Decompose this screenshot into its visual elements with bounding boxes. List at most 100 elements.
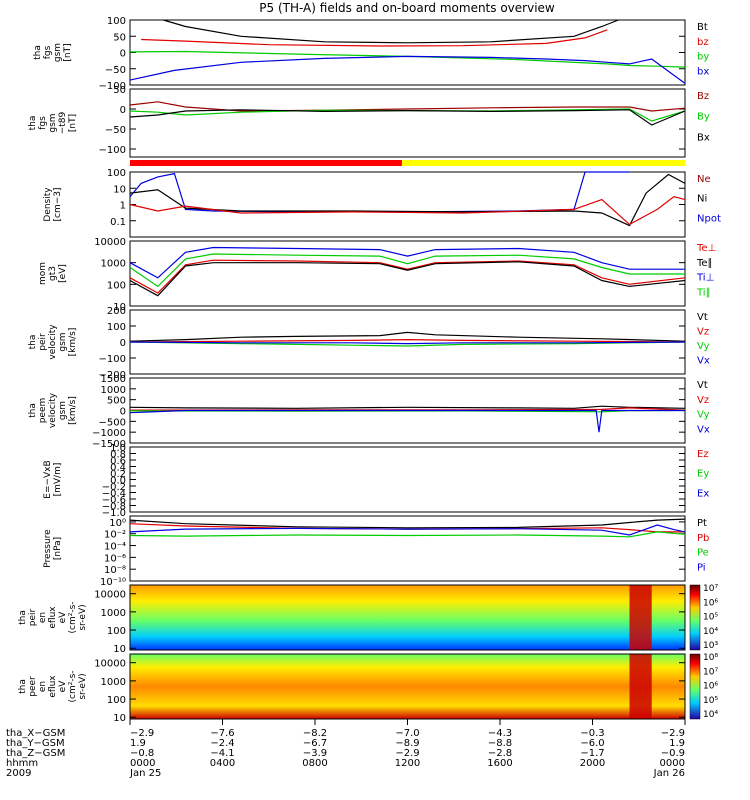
- y-axis-label: −t89: [58, 111, 68, 134]
- x-row-value: −7.6: [210, 728, 234, 739]
- y-axis-label: gsm: [48, 113, 58, 132]
- y-tick-label: 100: [107, 322, 126, 333]
- series-Vy: [129, 341, 686, 347]
- y-tick-label: 0.0: [110, 476, 126, 487]
- legend-entry: Vy: [697, 410, 710, 421]
- y-axis-label: mom: [38, 262, 48, 285]
- y-axis-label: [eV]: [58, 264, 68, 283]
- y-tick-label: 0: [120, 407, 126, 418]
- y-axis-label: Density: [43, 187, 53, 222]
- y-tick-label: 10⁻⁶: [104, 553, 126, 564]
- y-axis-label: peem: [38, 398, 48, 424]
- y-axis-label: fgs: [38, 116, 48, 130]
- legend-entry: Te⊥: [696, 243, 716, 254]
- x-row-label: tha_X−GSM: [6, 728, 65, 739]
- y-axis-label: velocity: [48, 392, 58, 428]
- x-axis-labels: tha_X−GSM −2.9 −7.6 −8.2 −7.0 −4.3 −0.3 −2.9 tha…: [6, 719, 686, 779]
- y-tick-label: 100: [107, 16, 126, 27]
- series-Pe: [129, 531, 686, 538]
- y-tick-label: 0.4: [110, 463, 126, 474]
- x-row-value: Jan 26: [653, 768, 685, 779]
- spectrogram-band: [629, 654, 652, 719]
- colorbar: 10⁷ 10⁶ 10⁵ 10⁴ 10³: [689, 584, 718, 651]
- x-row-value: −6.7: [303, 738, 327, 749]
- panel-frame: [129, 240, 686, 307]
- series-Ti∥: [129, 253, 685, 288]
- legend-entry: bz: [697, 37, 709, 48]
- y-axis-label: tha: [18, 610, 28, 625]
- mode-segment: [130, 160, 402, 166]
- x-row-value: −2.8: [488, 748, 512, 759]
- legend-entry: Npot: [697, 213, 721, 224]
- y-axis-label: tha: [18, 679, 28, 694]
- y-tick-label: −100: [99, 145, 126, 156]
- series-Pt: [129, 518, 686, 529]
- y-tick-label: 0: [120, 49, 126, 60]
- panel-efield: 1.00.80.60.40.20.0−0.2−0.4−0.6−0.8−1.0 E=…: [43, 443, 709, 519]
- series-Pi: [129, 524, 686, 536]
- legend-entry: Vt: [697, 312, 708, 323]
- x-row-label: tha_Z−GSM: [6, 748, 65, 759]
- x-row-value: Jan 25: [129, 768, 161, 779]
- series-Ne: [129, 196, 686, 226]
- y-tick-label: 1000: [101, 259, 126, 270]
- series-Bz: [129, 101, 686, 112]
- panel-peir_spec: 10⁷ 10⁶ 10⁵ 10⁴ 10³ 10000 1000 100 10 tha peir en ef…: [18, 584, 718, 655]
- plot-title: P5 (TH-A) fields and on-board moments ov…: [259, 1, 555, 15]
- spectrogram-fill: [130, 585, 685, 650]
- colorbar-label: 10⁴: [703, 710, 718, 720]
- y-tick-label: 1500: [101, 374, 126, 385]
- x-row-value: −3.9: [303, 748, 327, 759]
- panel-peir_v: 200 100 0 −100 −200 tha peir velocity gsm [km/s] V…: [28, 306, 710, 381]
- x-row-value: 1.9: [669, 738, 685, 749]
- y-axis-label: sr-eV): [78, 673, 88, 699]
- y-tick-label: 10: [113, 302, 126, 313]
- y-axis-label: E=−VxB: [43, 460, 53, 498]
- legend-entry: Pt: [697, 518, 707, 529]
- legend-entry: by: [697, 52, 709, 63]
- y-tick-label: 100: [107, 626, 126, 637]
- colorbar-label: 10⁷: [703, 584, 718, 594]
- x-row-value: −6.0: [580, 738, 604, 749]
- series-Vt: [129, 331, 686, 342]
- y-tick-label: 0.6: [110, 456, 126, 467]
- y-tick-label: 10⁻⁴: [104, 542, 126, 553]
- x-row-value: −4.3: [488, 728, 512, 739]
- x-row-value: 1600: [487, 758, 512, 769]
- y-tick-label: −100: [99, 354, 126, 365]
- x-row-value: −2.4: [210, 738, 234, 749]
- y-tick-label: −0.2: [102, 482, 126, 493]
- y-tick-label: 10: [113, 713, 126, 724]
- y-tick-label: −500: [99, 417, 126, 428]
- y-tick-label: −1500: [92, 439, 126, 450]
- series-Te∥: [129, 261, 686, 297]
- x-row-value: −0.3: [580, 728, 604, 739]
- y-axis-label: [cm−3]: [53, 187, 63, 221]
- y-tick-label: −0.8: [102, 502, 126, 513]
- y-axis-label: [nT]: [68, 114, 78, 132]
- y-axis-label: sr-eV): [78, 604, 88, 630]
- y-axis-label: tha: [28, 403, 38, 418]
- series-Npot: [129, 171, 630, 213]
- x-row-value: 0000: [130, 758, 155, 769]
- y-tick-label: −50: [105, 125, 126, 136]
- legend-entry: Bx: [697, 132, 710, 143]
- y-tick-label: 10⁻¹⁰: [100, 577, 126, 588]
- y-axis-label: peer: [28, 676, 38, 697]
- y-tick-label: −100: [99, 81, 126, 92]
- x-row-value: 0800: [302, 758, 327, 769]
- y-axis-label: [nT]: [63, 43, 73, 61]
- y-tick-label: −1.0: [102, 508, 126, 519]
- panel-peer_spec: 10⁸ 10⁷ 10⁶ 10⁵ 10⁴ 10000 1000 100 10 tha peer en ef…: [18, 653, 718, 724]
- y-tick-label: −200: [99, 370, 126, 381]
- y-tick-label: −0.6: [102, 495, 126, 506]
- legend-entry: Te∥: [696, 258, 713, 269]
- y-tick-label: 100: [107, 280, 126, 291]
- colorbar-label: 10⁷: [703, 667, 718, 677]
- y-tick-label: −50: [105, 65, 126, 76]
- x-row-value: 0000: [660, 758, 685, 769]
- colorbar-label: 10⁶: [703, 598, 718, 608]
- y-axis-label: [mV/m]: [53, 463, 63, 497]
- y-tick-label: 200: [107, 306, 126, 317]
